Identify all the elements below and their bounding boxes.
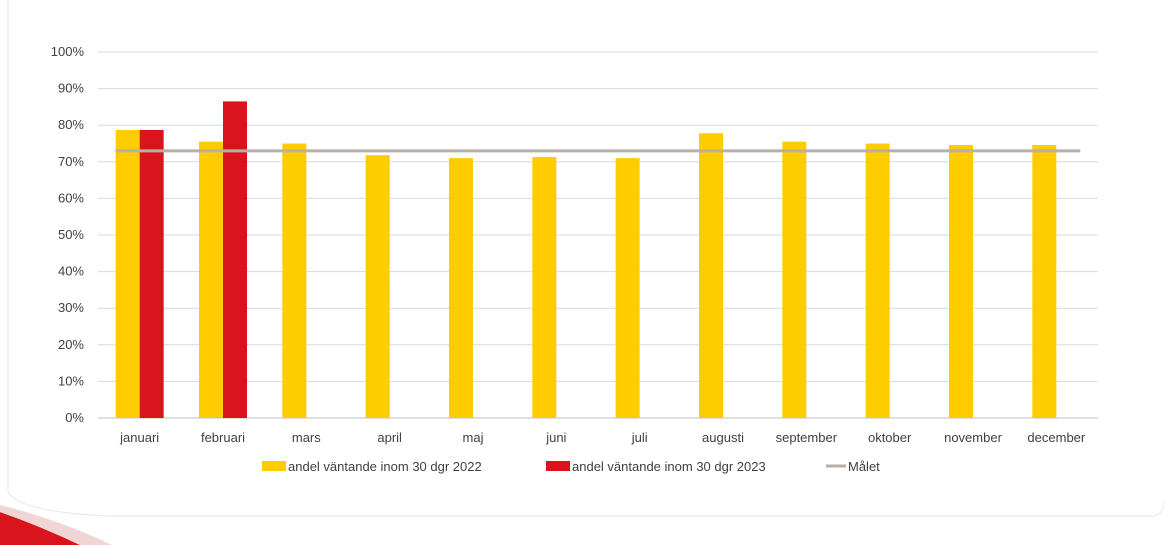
y-tick-label: 90%	[58, 81, 84, 96]
brand-swoosh-light	[0, 505, 112, 545]
y-tick-label: 50%	[58, 227, 84, 242]
bar-2022-november	[949, 144, 973, 419]
bar-2022-april	[365, 155, 390, 418]
bar-2022-maj	[449, 158, 473, 418]
y-tick-label: 60%	[58, 190, 84, 205]
legend-label: andel väntande inom 30 dgr 2022	[288, 459, 482, 474]
bar-2022-mars	[282, 143, 307, 418]
gridlines	[98, 51, 1098, 419]
x-tick-label: oktober	[868, 430, 912, 445]
y-tick-label: 10%	[58, 373, 84, 388]
x-axis: januari februari mars april maj juni juli augus…	[119, 430, 1086, 445]
y-tick-label: 30%	[58, 300, 84, 315]
x-tick-label: december	[1027, 430, 1085, 445]
x-tick-label: november	[944, 430, 1002, 445]
legend-label: andel väntande inom 30 dgr 2023	[572, 459, 766, 474]
x-tick-label: januari	[119, 430, 159, 445]
y-axis-ticks: 0% 10% 20% 30% 40% 50% 60% 70% 80% 90% 100%	[51, 44, 85, 425]
bar-2022-oktober	[865, 143, 890, 418]
bar-2022-december	[1032, 144, 1057, 419]
x-tick-label: februari	[201, 430, 245, 445]
bar-2023-januari	[139, 129, 164, 418]
legend-swatch	[546, 461, 570, 471]
x-tick-label: september	[776, 430, 838, 445]
bar-2022-juli	[615, 158, 640, 418]
legend-swatch	[262, 461, 286, 471]
legend: andel väntande inom 30 dgr 2022 andel vän…	[262, 459, 880, 474]
bar-2022-juni	[532, 157, 557, 419]
bar-2022-januari	[115, 129, 140, 418]
legend-label: Målet	[848, 459, 880, 474]
x-tick-label: mars	[292, 430, 321, 445]
y-tick-label: 80%	[58, 117, 84, 132]
y-tick-label: 20%	[58, 337, 84, 352]
x-tick-label: juli	[631, 430, 648, 445]
brand-swoosh	[0, 512, 80, 545]
y-tick-label: 100%	[51, 44, 85, 59]
bar-2023-februari	[223, 101, 247, 418]
card-border	[7, 0, 1164, 517]
bar-2022-februari	[199, 141, 223, 419]
x-tick-label: maj	[463, 430, 484, 445]
bar-2022-augusti	[699, 133, 723, 418]
x-tick-label: juni	[545, 430, 566, 445]
y-tick-label: 0%	[65, 410, 84, 425]
y-tick-label: 70%	[58, 154, 84, 169]
x-tick-label: april	[377, 430, 402, 445]
x-tick-label: augusti	[702, 430, 744, 445]
y-tick-label: 40%	[58, 264, 84, 279]
bars	[115, 101, 1057, 419]
bar-2022-september	[782, 141, 807, 419]
